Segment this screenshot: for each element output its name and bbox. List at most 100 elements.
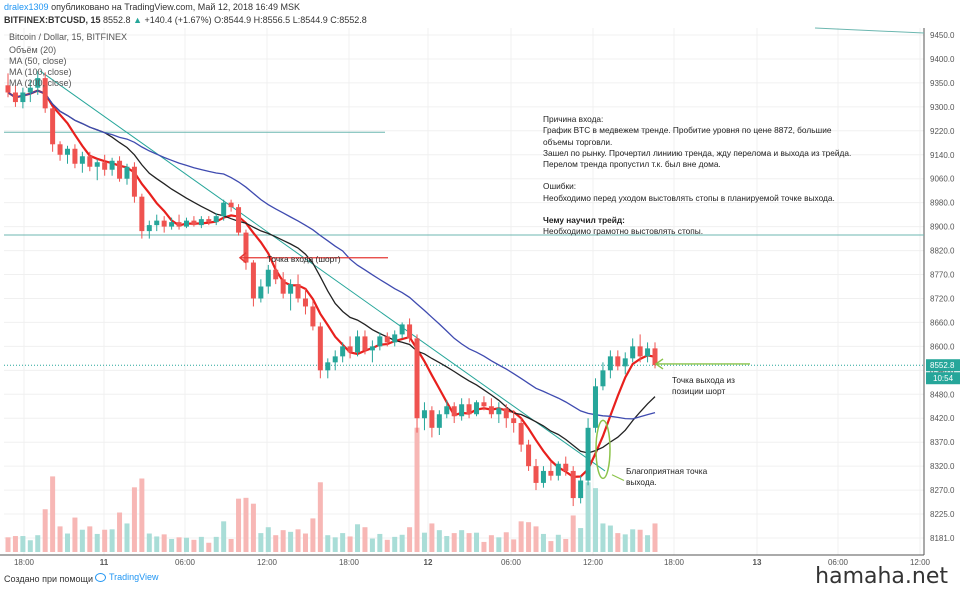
price-chart[interactable]: 9450.0 9400.0 9350.0 9300.0 9220.0 9140.0 9060…	[0, 0, 960, 570]
volume-bar	[347, 536, 353, 552]
price-tick-label: 8770.0	[930, 271, 955, 280]
price-tick-label: 8320.0	[930, 462, 955, 471]
candle-body	[511, 418, 517, 424]
tradingview-link[interactable]: TradingView	[95, 572, 159, 583]
volume-bar	[161, 534, 167, 552]
volume-bar	[399, 534, 405, 552]
candle-body	[228, 202, 234, 208]
volume-bar	[20, 536, 26, 552]
candle-body	[124, 166, 130, 179]
moving-averages	[7, 89, 656, 479]
candle-body	[622, 358, 628, 367]
candle-body	[563, 463, 569, 471]
volume-bar	[206, 542, 212, 552]
volume-bar	[607, 525, 613, 552]
candle-body	[64, 148, 70, 155]
candle-body	[503, 408, 509, 419]
last-price: 8552.8	[103, 15, 131, 25]
candle-body	[488, 406, 494, 415]
errors-title: Ошибки:	[543, 181, 577, 192]
ma200-line	[7, 89, 656, 420]
candle-body	[191, 220, 197, 226]
volume-bar	[265, 527, 271, 552]
price-tick-label: 9450.0	[930, 31, 955, 40]
candle-body	[57, 144, 63, 155]
volume-bar	[42, 509, 48, 552]
candle-body	[109, 160, 115, 170]
candle-body	[243, 232, 249, 263]
volume-bar	[593, 488, 599, 552]
candle-body	[131, 166, 137, 197]
volume-bars	[5, 427, 658, 552]
volume-bar	[317, 482, 323, 552]
volume-bar	[451, 533, 457, 552]
legend-ma200: MA (200, close)	[9, 78, 72, 88]
candle-body	[50, 108, 56, 145]
volume-bar	[548, 541, 554, 552]
candle-body	[355, 336, 361, 353]
candle-body	[399, 324, 405, 335]
volume-bar	[563, 538, 569, 552]
volume-bar	[94, 533, 100, 552]
candle-body	[429, 410, 435, 428]
price-tick-label: 9140.0	[930, 151, 955, 160]
volume-bar	[429, 523, 435, 552]
volume-bar	[637, 529, 643, 552]
candle-body	[198, 219, 204, 226]
volume-bar	[459, 530, 465, 552]
volume-bar	[369, 538, 375, 552]
volume-bar	[622, 534, 628, 552]
candle-body	[347, 346, 353, 353]
time-tick-label: 13	[753, 558, 762, 567]
ma100-line	[7, 89, 656, 454]
price-tick-label: 8820.0	[930, 247, 955, 256]
volume-bar	[79, 529, 85, 552]
candle-body	[265, 269, 271, 287]
timer-label: 10:54	[933, 374, 954, 383]
candle-body	[317, 326, 323, 371]
candle-body	[87, 156, 93, 167]
candle-body	[273, 269, 279, 280]
volume-bar	[585, 482, 591, 552]
volume-bar	[280, 530, 286, 552]
last-price-label: 8552.8	[930, 361, 955, 370]
volume-bar	[250, 503, 256, 552]
candle-body	[42, 78, 48, 109]
time-tick-label: 18:00	[339, 558, 360, 567]
volume-bar	[615, 533, 621, 552]
tradingview-brand: TradingView	[109, 572, 159, 582]
candle-body	[332, 356, 338, 363]
legend-title: Bitcoin / Dollar, 15, BITFINEX	[9, 32, 128, 42]
symbol-label: BITFINEX:BTCUSD, 15	[4, 15, 101, 25]
change-value: +140.4 (+1.67%)	[144, 15, 212, 25]
candle-body	[533, 466, 539, 483]
candle-body	[72, 148, 78, 164]
candle-body	[384, 336, 390, 343]
lesson-text: Необходимо грамотно выстовлять стопы.	[543, 226, 704, 237]
volume-bar	[488, 535, 494, 552]
price-tick-label: 8420.0	[930, 414, 955, 423]
reason-text: График BTC в медвежем тренде. Пробитие у…	[543, 125, 832, 147]
downtrend-line	[39, 70, 606, 472]
time-axis: 18:00 11 06:00 12:00 18:00 12 06:00 12:00 18:00 1…	[14, 558, 931, 567]
volume-bar	[5, 537, 11, 552]
timer-tag	[926, 372, 960, 385]
candle-body	[474, 402, 480, 415]
price-tick-label: 8600.0	[930, 342, 955, 351]
entry-label: Точка входа (шорт)	[267, 254, 341, 264]
author-link[interactable]: dralex1309	[4, 2, 49, 12]
candle-body	[436, 414, 442, 428]
lesson-title: Чему научил трейд:	[543, 215, 625, 226]
exit-zone-pointer	[611, 474, 625, 482]
price-tick-label: 9220.0	[930, 127, 955, 136]
up-arrow-icon: ▲	[133, 15, 142, 25]
volume-bar	[496, 537, 502, 552]
price-tick-label: 8370.0	[930, 438, 955, 447]
volume-bar	[273, 535, 279, 552]
volume-bar	[332, 537, 338, 552]
legend-ma50: MA (50, close)	[9, 56, 67, 66]
volume-bar	[213, 536, 219, 552]
volume-bar	[302, 533, 308, 552]
chart-grid	[0, 28, 925, 556]
exit-arrow-head-icon	[654, 358, 664, 370]
